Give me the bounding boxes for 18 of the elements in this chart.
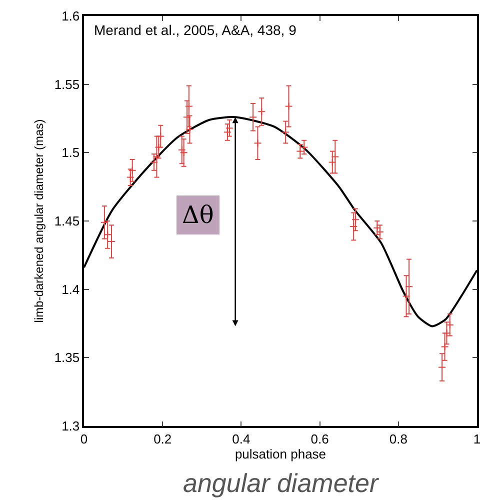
y-tick-label: 1.4 (62, 282, 80, 297)
y-tick-label: 1.5 (62, 145, 80, 160)
x-tick-label: 0.8 (389, 431, 408, 446)
x-tick-label: 0.6 (310, 431, 329, 446)
annotation: Merand et al., 2005, A&A, 438, 9 (94, 22, 297, 38)
x-axis-title: pulsation phase (234, 446, 326, 462)
x-tick-label: 1 (473, 431, 481, 446)
annotation: Δθ (182, 201, 214, 229)
y-tick-label: 1.6 (62, 8, 80, 24)
x-tick-label: 0.4 (232, 431, 250, 446)
y-tick-label: 1.55 (54, 76, 80, 92)
y-tick-label: 1.35 (54, 350, 80, 366)
text: angular diameter (183, 468, 380, 498)
y-tick-label: 1.3 (62, 418, 80, 434)
x-tick-label: 0 (80, 431, 88, 446)
x-tick-label: 0.2 (154, 431, 172, 446)
y-axis-title: limb-darkened angular diameter (mas) (32, 119, 46, 323)
y-tick-label: 1.45 (54, 214, 80, 229)
